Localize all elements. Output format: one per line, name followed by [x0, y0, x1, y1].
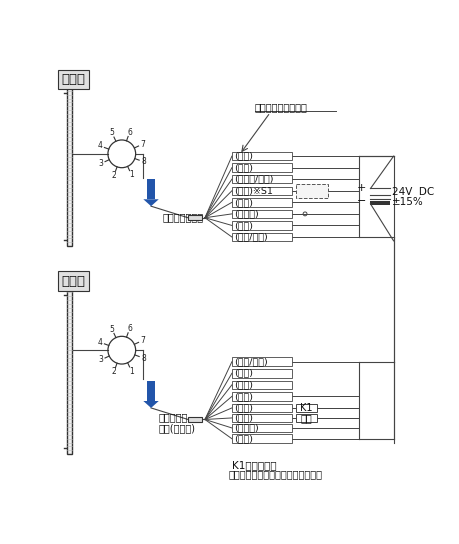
Bar	[231, 221, 291, 230]
Polygon shape	[143, 401, 158, 408]
Text: (橙色/黑色): (橙色/黑色)	[234, 232, 268, 242]
Bar	[188, 417, 202, 422]
Bar	[146, 179, 155, 199]
Bar	[231, 152, 291, 160]
Text: (粉色)※S1: (粉色)※S1	[234, 186, 273, 195]
Text: K1: K1	[300, 403, 312, 413]
Text: 2: 2	[111, 367, 116, 376]
Bar	[295, 413, 317, 422]
Text: (藍色): (藍色)	[234, 434, 252, 443]
Text: ±15%: ±15%	[391, 196, 423, 207]
Bar	[67, 87, 72, 246]
Text: 投光器: 投光器	[62, 73, 85, 86]
Text: 5: 5	[109, 128, 114, 138]
Text: (黃綠色/黑色): (黃綠色/黑色)	[234, 175, 273, 184]
Text: 1: 1	[129, 170, 134, 180]
Text: (藍色): (藍色)	[234, 198, 252, 207]
Text: 受光器: 受光器	[62, 275, 85, 288]
Bar	[231, 233, 291, 241]
Text: 電線顏色：
灰色(帶黑線): 電線顏色： 灰色(帶黑線)	[158, 412, 196, 434]
Text: 連接電線的導線顏色: 連接電線的導線顏色	[254, 103, 307, 113]
Text: (黑色): (黑色)	[234, 404, 252, 412]
Bar	[295, 404, 317, 412]
Bar	[231, 209, 291, 218]
Text: +: +	[357, 183, 366, 194]
Bar	[231, 381, 291, 389]
Text: (屏蔽): (屏蔽)	[234, 163, 252, 172]
Bar	[231, 163, 291, 172]
Text: (屏蔽): (屏蔽)	[234, 392, 252, 401]
Text: (黃綠色): (黃綠色)	[234, 423, 258, 432]
Text: (橙色/黑色): (橙色/黑色)	[234, 357, 268, 366]
Bar	[231, 187, 291, 195]
Text: 3: 3	[98, 355, 103, 364]
Text: 3: 3	[98, 159, 103, 168]
Bar	[146, 381, 155, 401]
Bar	[231, 357, 291, 366]
Text: (褐色): (褐色)	[234, 380, 252, 390]
Text: (橙色): (橙色)	[234, 221, 252, 230]
Text: 24V  DC: 24V DC	[391, 187, 433, 196]
Text: 4: 4	[97, 338, 102, 347]
Text: (褐色): (褐色)	[234, 152, 252, 160]
Text: 電線顏色：灰色: 電線顏色：灰色	[162, 212, 203, 222]
Text: 8: 8	[141, 157, 146, 166]
Bar	[295, 184, 327, 197]
Bar	[188, 215, 202, 220]
Text: 7: 7	[140, 336, 145, 345]
Bar	[231, 404, 291, 412]
Bar	[231, 198, 291, 207]
Text: 6: 6	[127, 128, 132, 137]
Text: (白色): (白色)	[234, 413, 252, 423]
Bar	[231, 413, 291, 422]
Bar	[369, 201, 389, 205]
Bar	[231, 424, 291, 432]
Text: 1: 1	[129, 367, 134, 375]
Text: 5: 5	[109, 325, 114, 334]
Bar	[231, 392, 291, 400]
Text: 4: 4	[97, 141, 102, 151]
Bar	[67, 288, 72, 454]
Bar	[231, 435, 291, 443]
Text: （強制導軌式繼電器或磁性接觸器）: （強制導軌式繼電器或磁性接觸器）	[228, 469, 321, 479]
Text: (橙色): (橙色)	[234, 369, 252, 378]
Bar	[231, 175, 291, 183]
Text: −: −	[357, 196, 366, 206]
Text: K1：外部設備: K1：外部設備	[231, 460, 276, 471]
Text: 8: 8	[141, 354, 146, 363]
Text: (淡紫色): (淡紫色)	[234, 209, 258, 218]
Polygon shape	[143, 199, 158, 206]
Bar	[231, 369, 291, 378]
Text: 7: 7	[140, 140, 145, 149]
Text: 負載: 負載	[300, 413, 312, 423]
Text: 2: 2	[111, 171, 116, 180]
Text: 6: 6	[127, 324, 132, 333]
